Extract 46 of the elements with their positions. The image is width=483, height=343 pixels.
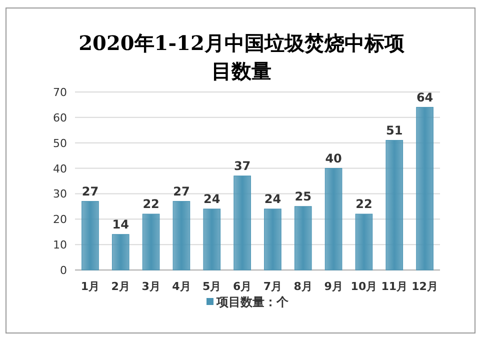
data-label: 51 bbox=[386, 123, 403, 138]
x-tick-label: 11月 bbox=[381, 280, 408, 293]
x-tick-label: 7月 bbox=[263, 280, 282, 293]
y-tick-label: 10 bbox=[53, 238, 67, 252]
data-label: 14 bbox=[112, 217, 129, 232]
y-tick-label: 60 bbox=[53, 111, 67, 124]
y-tick-label: 30 bbox=[53, 188, 67, 201]
data-label: 24 bbox=[204, 192, 220, 206]
x-tick-label: 12月 bbox=[412, 280, 438, 293]
y-tick-label: 0 bbox=[60, 264, 67, 277]
data-label: 27 bbox=[173, 184, 190, 198]
x-tick-label: 8月 bbox=[294, 280, 312, 293]
data-label: 22 bbox=[356, 197, 372, 212]
bar bbox=[294, 206, 312, 270]
bar bbox=[264, 208, 282, 270]
x-tick-label: 4月 bbox=[172, 280, 191, 293]
bar bbox=[172, 201, 190, 270]
x-tick-label: 2月 bbox=[111, 280, 130, 293]
data-label: 27 bbox=[82, 184, 99, 198]
bar bbox=[386, 140, 404, 270]
y-tick-label: 70 bbox=[53, 86, 67, 99]
data-label: 40 bbox=[325, 151, 342, 166]
bar bbox=[142, 214, 160, 270]
legend: 项目数量：个 bbox=[206, 295, 288, 309]
x-tick-label: 1月 bbox=[80, 280, 100, 293]
title: 2020年1-12月中国垃圾焚烧中标项目数量 bbox=[78, 31, 404, 83]
bar bbox=[234, 176, 251, 270]
bar bbox=[324, 168, 342, 270]
x-tick-label: 9月 bbox=[324, 280, 343, 293]
data-label: 64 bbox=[416, 90, 434, 104]
bar bbox=[355, 214, 373, 270]
y-tick-label: 40 bbox=[53, 162, 67, 176]
x-tick-label: 6月 bbox=[232, 280, 252, 293]
data-label: 37 bbox=[234, 158, 251, 173]
y-tick-label: 20 bbox=[53, 213, 67, 226]
bar bbox=[416, 106, 434, 270]
x-tick-label: 10月 bbox=[350, 280, 378, 293]
x-tick-label: 5月 bbox=[202, 280, 222, 293]
y-tick-label: 50 bbox=[53, 136, 67, 150]
bar bbox=[203, 208, 221, 270]
x-tick-label: 3月 bbox=[142, 280, 160, 293]
data-label: 24 bbox=[264, 192, 282, 206]
data-label: 25 bbox=[294, 189, 312, 204]
data-label: 22 bbox=[142, 197, 160, 212]
bar bbox=[112, 234, 130, 270]
bar bbox=[82, 201, 99, 270]
